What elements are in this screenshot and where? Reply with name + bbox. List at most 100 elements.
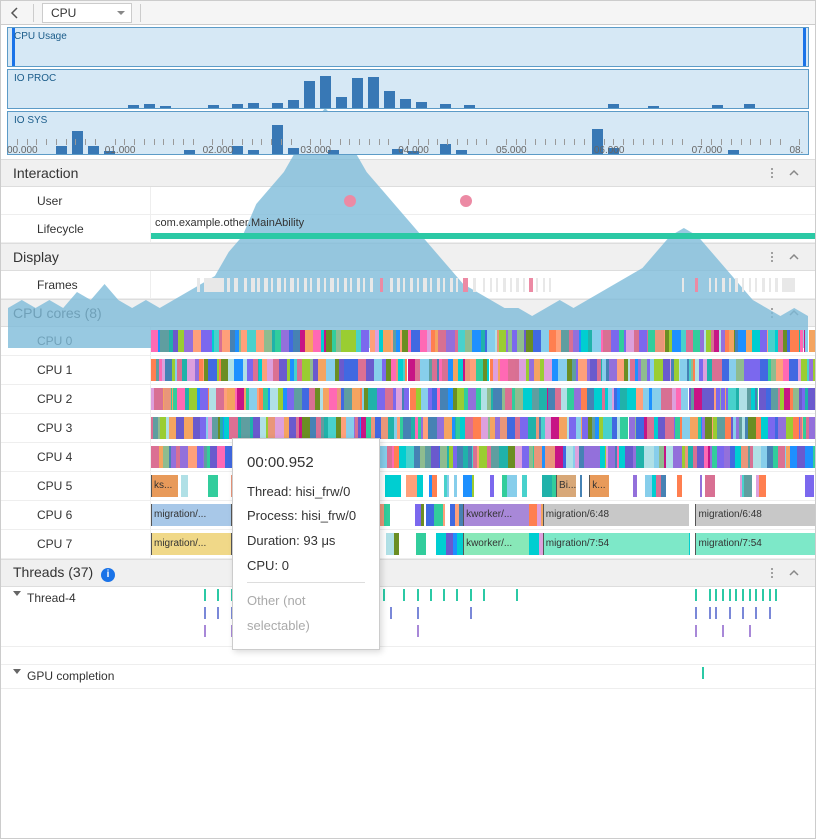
cpu-slice[interactable] (790, 330, 799, 352)
cpu-slice[interactable] (188, 446, 197, 468)
cpu-slice[interactable] (416, 533, 426, 555)
cpu-slice[interactable] (648, 330, 655, 352)
cpu-slice[interactable] (661, 475, 667, 497)
cpu-slice[interactable] (666, 446, 674, 468)
cpu-slice[interactable] (169, 417, 177, 439)
cpu-slice[interactable] (491, 446, 499, 468)
cpu-slice[interactable] (729, 359, 737, 381)
cpu-slice[interactable] (217, 446, 225, 468)
cpu-slice[interactable] (344, 388, 352, 410)
cpu-slice[interactable] (663, 359, 670, 381)
thread-track[interactable] (151, 665, 815, 688)
cpu-slice[interactable] (592, 330, 600, 352)
overview-row-cpu-usage[interactable]: CPU Usage (7, 27, 809, 67)
cpu-slice[interactable] (446, 533, 453, 555)
cpu-slice[interactable] (805, 446, 813, 468)
cpu-slice[interactable] (542, 475, 552, 497)
cpu-slice[interactable] (428, 417, 437, 439)
cpu-slice[interactable] (551, 417, 559, 439)
frame-bar[interactable] (749, 278, 752, 292)
cpu-slice[interactable] (603, 330, 611, 352)
cpu-slice[interactable] (753, 446, 761, 468)
cpu-slice-labeled[interactable]: k... (589, 475, 609, 497)
cpu-track[interactable] (151, 356, 815, 384)
cpu-slice[interactable] (717, 417, 725, 439)
cpu-slice[interactable] (776, 359, 783, 381)
thread-event[interactable] (742, 589, 744, 601)
cpu-slice[interactable] (561, 330, 569, 352)
cpu-slice[interactable] (437, 417, 444, 439)
cpu-slice[interactable] (180, 446, 188, 468)
cpu-slice[interactable] (658, 417, 665, 439)
cpu-slice[interactable] (463, 475, 472, 497)
cpu-slice[interactable] (526, 330, 533, 352)
cpu-slice[interactable] (534, 446, 542, 468)
cpu-slice[interactable] (490, 475, 494, 497)
frame-bar[interactable] (735, 278, 738, 292)
thread-event[interactable] (483, 589, 485, 601)
cpu-slice[interactable] (481, 417, 489, 439)
cpu-slice[interactable] (275, 417, 284, 439)
frame-bar[interactable] (310, 278, 312, 292)
cpu-slice[interactable] (515, 446, 522, 468)
cpu-slice[interactable] (383, 330, 391, 352)
frame-bar[interactable] (251, 278, 255, 292)
cpu-slice[interactable] (385, 475, 393, 497)
cpu-slice[interactable] (458, 330, 465, 352)
thread-event[interactable] (729, 607, 731, 619)
cpu-slice[interactable] (739, 388, 747, 410)
cpu-slice[interactable] (717, 446, 724, 468)
cpu-slice[interactable] (160, 330, 168, 352)
cpu-slice[interactable] (744, 359, 753, 381)
thread-event[interactable] (769, 607, 771, 619)
cpu-slice[interactable] (626, 330, 634, 352)
cpu-slice[interactable] (625, 446, 634, 468)
frame-bar[interactable] (729, 278, 731, 292)
user-event-dot[interactable] (344, 195, 356, 207)
cpu-slice[interactable] (567, 388, 574, 410)
cpu-slice[interactable] (627, 388, 636, 410)
frame-bar[interactable] (722, 278, 725, 292)
cpu-slice[interactable] (500, 417, 507, 439)
cpu-slice[interactable] (440, 446, 447, 468)
frame-bar[interactable] (755, 278, 757, 292)
frame-bar[interactable] (456, 278, 458, 292)
thread-event[interactable] (695, 625, 697, 637)
cpu-slice[interactable] (620, 417, 628, 439)
cpu-slice[interactable] (808, 388, 815, 410)
thread-event[interactable] (769, 589, 771, 601)
cpu-slice[interactable] (523, 388, 531, 410)
cpu-slice[interactable] (361, 330, 369, 352)
cpu-slice[interactable] (517, 330, 524, 352)
cpu-slice[interactable] (768, 330, 775, 352)
cpu-slice[interactable] (809, 330, 816, 352)
cpu-slice[interactable] (253, 417, 260, 439)
cpu-slice-labeled[interactable]: kworker/... (463, 533, 529, 555)
cpu-slice[interactable] (532, 388, 540, 410)
frame-bar[interactable] (463, 278, 468, 292)
cpu-slice[interactable] (208, 475, 218, 497)
cpu-slice[interactable] (529, 504, 537, 526)
frame-bar[interactable] (234, 278, 238, 292)
cpu-slice[interactable] (590, 359, 597, 381)
cpu-slice[interactable] (519, 359, 526, 381)
cpu-slice[interactable] (702, 388, 710, 410)
frame-bar[interactable] (437, 278, 440, 292)
frame-bar[interactable] (257, 278, 260, 292)
cpu-slice[interactable] (507, 417, 515, 439)
cpu-slice[interactable] (249, 388, 258, 410)
cpu-slice[interactable] (813, 446, 815, 468)
thread-event[interactable] (456, 589, 458, 601)
cpu-slice[interactable] (789, 359, 798, 381)
cpu-slice[interactable] (552, 359, 559, 381)
cpu-slice[interactable] (305, 330, 313, 352)
cpu-slice[interactable] (420, 359, 429, 381)
cpu-slice[interactable] (591, 446, 600, 468)
cpu-slice[interactable] (406, 475, 417, 497)
thread-event[interactable] (204, 589, 206, 601)
frame-bar[interactable] (523, 278, 525, 292)
cpu-slice[interactable] (222, 330, 229, 352)
thread-event[interactable] (204, 625, 206, 637)
frame-bar[interactable] (516, 278, 519, 292)
cpu-slice-labeled[interactable]: migration/7:54 (695, 533, 815, 555)
